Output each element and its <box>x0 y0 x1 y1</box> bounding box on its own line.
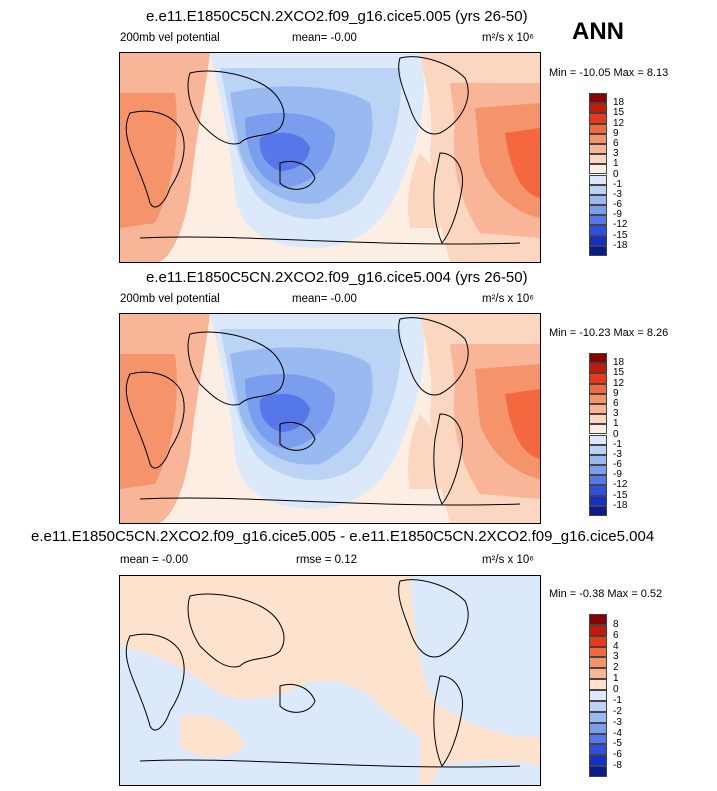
season-label: ANN <box>572 18 624 45</box>
colorbar-2-label: -18 <box>613 499 628 511</box>
panel-3-minmax: Min = -0.38 Max = 0.52 <box>549 588 663 600</box>
colorbar-1-label: -3 <box>613 188 622 200</box>
panel-3-map <box>119 575 541 786</box>
colorbar-3-label: -3 <box>613 716 622 728</box>
colorbar-1-label: -18 <box>613 239 628 251</box>
colorbar-2-label: 0 <box>613 428 619 440</box>
panel-1-map <box>119 52 541 263</box>
colorbar-1-label: 9 <box>613 127 619 139</box>
panel-2-variable-label: 200mb vel potential <box>120 293 220 305</box>
panel-3-title: e.e11.E1850C5CN.2XCO2.f09_g16.cice5.005 … <box>31 528 655 545</box>
panel-2-title: e.e11.E1850C5CN.2XCO2.f09_g16.cice5.004 … <box>146 269 528 286</box>
panel-2-units-label: m²/s x 10⁶ <box>482 293 535 305</box>
colorbar-2-label: 3 <box>613 408 619 420</box>
colorbar-3-label: 6 <box>613 629 619 641</box>
panel-1-colorbar: 18 15 12 9 6 3 1 0 -1 -3 -6 -9 -12 -15 -… <box>589 93 627 256</box>
colorbar-1-label: 1 <box>613 158 619 170</box>
colorbar-1-label: -1 <box>613 178 622 190</box>
colorbar-2-label: 1 <box>613 418 619 430</box>
colorbar-2-label: -12 <box>613 479 628 491</box>
colorbar-2-label: -9 <box>613 469 622 481</box>
colorbar-3-label: 0 <box>613 684 619 696</box>
panel-2-mean-label: mean= -0.00 <box>292 293 357 305</box>
panel-2-colorbar: 18 15 12 9 6 3 1 0 -1 -3 -6 -9 -12 -15 -… <box>589 353 627 516</box>
colorbar-2-label: -6 <box>613 459 622 471</box>
colorbar-2-label: -1 <box>613 438 622 450</box>
colorbar-3-label: 1 <box>613 673 619 685</box>
panel-1-variable-label: 200mb vel potential <box>120 32 220 44</box>
colorbar-3-label: 4 <box>613 640 619 652</box>
colorbar-1-label: 12 <box>613 117 625 129</box>
colorbar-2-label: 6 <box>613 397 619 409</box>
colorbar-2-label: 9 <box>613 387 619 399</box>
colorbar-2-label: 15 <box>613 367 625 379</box>
colorbar-3-label: 3 <box>613 651 619 663</box>
panel-1-mean-label: mean= -0.00 <box>292 32 357 44</box>
colorbar-1-label: -15 <box>613 229 628 241</box>
panel-1-units-label: m²/s x 10⁶ <box>482 32 535 44</box>
colorbar-3-label: -5 <box>613 738 622 750</box>
colorbar-3-label: 8 <box>613 618 619 630</box>
panel-2-minmax: Min = -10.23 Max = 8.26 <box>549 327 669 339</box>
panel-3-units-label: m²/s x 10⁶ <box>482 554 535 566</box>
colorbar-2-label: 18 <box>613 357 625 369</box>
colorbar-1-label: 0 <box>613 168 619 180</box>
colorbar-1-label: -6 <box>613 199 622 211</box>
colorbar-2-label: -15 <box>613 489 628 501</box>
colorbar-3-label: -6 <box>613 749 622 761</box>
colorbar-3-label: -8 <box>613 760 622 772</box>
colorbar-1-label: -12 <box>613 219 628 231</box>
colorbar-3-label: -1 <box>613 694 622 706</box>
panel-2-map <box>119 313 541 524</box>
panel-3-rmse-label: rmse = 0.12 <box>296 554 358 566</box>
colorbar-1-label: -9 <box>613 209 622 221</box>
colorbar-2-label: -3 <box>613 448 622 460</box>
colorbar-3-label: 2 <box>613 662 619 674</box>
panel-1-title: e.e11.E1850C5CN.2XCO2.f09_g16.cice5.005 … <box>146 8 528 25</box>
colorbar-1-label: 6 <box>613 137 619 149</box>
colorbar-1-label: 18 <box>613 97 625 109</box>
panel-3-colorbar: 8 6 4 3 2 1 0 -1 -2 -3 -4 -5 -6 -8 <box>589 614 622 777</box>
colorbar-2-label: 12 <box>613 377 625 389</box>
colorbar-3-label: -4 <box>613 727 622 739</box>
colorbar-1-label: 3 <box>613 148 619 160</box>
panel-3-mean-label: mean = -0.00 <box>120 554 189 566</box>
panel-1-minmax: Min = -10.05 Max = 8.13 <box>549 67 669 79</box>
colorbar-1-label: 15 <box>613 107 625 119</box>
colorbar-3-label: -2 <box>613 705 622 717</box>
